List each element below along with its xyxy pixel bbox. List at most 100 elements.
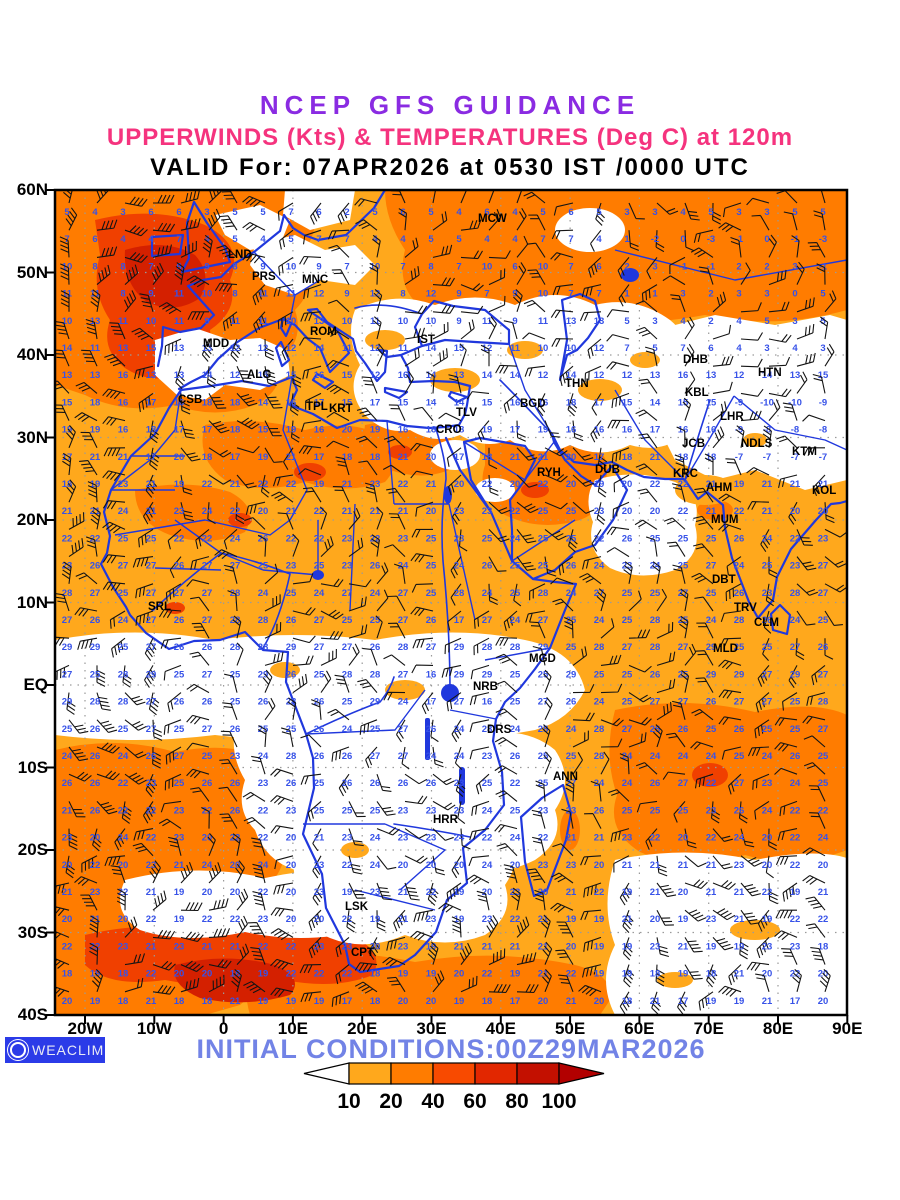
svg-text:6: 6 (512, 261, 517, 272)
svg-text:23: 23 (622, 833, 633, 844)
svg-text:25: 25 (370, 805, 381, 816)
svg-text:26: 26 (90, 751, 101, 762)
svg-text:24: 24 (790, 778, 801, 789)
svg-text:22: 22 (174, 533, 185, 544)
station-label-MUM: MUM (711, 514, 738, 526)
svg-text:16: 16 (314, 425, 325, 436)
svg-text:20: 20 (650, 506, 661, 517)
svg-text:25: 25 (566, 506, 577, 517)
svg-text:23: 23 (762, 941, 773, 952)
svg-text:22: 22 (286, 941, 297, 952)
svg-text:25: 25 (818, 615, 829, 626)
station-label-TRV: TRV (734, 602, 757, 614)
svg-text:21: 21 (762, 506, 773, 517)
svg-text:25: 25 (118, 724, 129, 735)
svg-text:7: 7 (316, 234, 321, 245)
svg-text:19: 19 (258, 969, 269, 980)
svg-text:15: 15 (146, 343, 157, 354)
svg-text:14: 14 (62, 343, 73, 354)
svg-text:29: 29 (370, 697, 381, 708)
svg-text:18: 18 (370, 969, 381, 980)
svg-text:25: 25 (146, 533, 157, 544)
svg-text:23: 23 (622, 561, 633, 572)
shade-speckles (270, 330, 780, 988)
svg-text:5: 5 (540, 207, 546, 218)
svg-text:12: 12 (538, 370, 549, 381)
svg-text:20: 20 (510, 479, 521, 490)
svg-text:23: 23 (482, 914, 493, 925)
svg-text:25: 25 (314, 561, 325, 572)
svg-text:25: 25 (538, 669, 549, 680)
svg-text:20: 20 (62, 914, 73, 925)
svg-text:28: 28 (594, 724, 605, 735)
svg-text:28: 28 (594, 642, 605, 653)
station-label-KRT: KRT (329, 403, 353, 415)
svg-text:25: 25 (734, 751, 745, 762)
svg-text:3: 3 (652, 207, 657, 218)
svg-text:4: 4 (148, 234, 154, 245)
svg-text:20: 20 (426, 996, 437, 1007)
svg-text:26: 26 (62, 778, 73, 789)
svg-text:27: 27 (734, 778, 745, 789)
svg-text:12: 12 (230, 370, 241, 381)
svg-text:19: 19 (622, 887, 633, 898)
svg-text:22: 22 (118, 805, 129, 816)
svg-text:25: 25 (118, 588, 129, 599)
svg-text:21: 21 (90, 914, 101, 925)
svg-text:-1: -1 (679, 261, 688, 272)
svg-text:27: 27 (734, 697, 745, 708)
svg-text:23: 23 (426, 914, 437, 925)
svg-text:12: 12 (230, 343, 241, 354)
svg-text:22: 22 (146, 969, 157, 980)
svg-text:25: 25 (370, 615, 381, 626)
svg-text:10: 10 (426, 316, 437, 327)
svg-text:27: 27 (706, 561, 717, 572)
svg-text:19: 19 (174, 914, 185, 925)
svg-text:29: 29 (62, 697, 73, 708)
svg-text:11: 11 (482, 316, 493, 327)
svg-text:18: 18 (706, 969, 717, 980)
svg-text:22: 22 (258, 479, 269, 490)
lat-label-40S: 40S (17, 1005, 48, 1024)
svg-text:18: 18 (230, 397, 241, 408)
station-label-ALG: ALG (247, 369, 271, 381)
svg-text:20: 20 (118, 914, 129, 925)
svg-text:25: 25 (762, 642, 773, 653)
svg-text:25: 25 (510, 561, 521, 572)
svg-text:15: 15 (258, 370, 269, 381)
svg-text:17: 17 (146, 397, 157, 408)
svg-text:22: 22 (342, 969, 353, 980)
svg-text:23: 23 (286, 805, 297, 816)
svg-text:20: 20 (398, 996, 409, 1007)
svg-text:27: 27 (398, 615, 409, 626)
svg-text:27: 27 (482, 615, 493, 626)
svg-text:14: 14 (202, 370, 213, 381)
svg-text:27: 27 (538, 615, 549, 626)
svg-text:23: 23 (818, 533, 829, 544)
svg-text:21: 21 (538, 452, 549, 463)
svg-text:17: 17 (510, 996, 521, 1007)
svg-text:19: 19 (482, 425, 493, 436)
svg-text:21: 21 (482, 941, 493, 952)
lat-label-20S: 20S (17, 840, 48, 859)
svg-text:24: 24 (594, 561, 605, 572)
svg-text:13: 13 (594, 316, 605, 327)
svg-text:21: 21 (230, 996, 241, 1007)
svg-text:8: 8 (428, 261, 433, 272)
svg-text:21: 21 (734, 914, 745, 925)
weaclim-logo: WEACLIM (5, 1037, 105, 1063)
svg-text:19: 19 (510, 969, 521, 980)
svg-text:16: 16 (678, 370, 689, 381)
rivers (151, 304, 711, 838)
svg-text:24: 24 (258, 860, 269, 871)
svg-text:24: 24 (510, 615, 521, 626)
svg-text:21: 21 (650, 860, 661, 871)
svg-text:22: 22 (258, 941, 269, 952)
svg-text:24: 24 (762, 751, 773, 762)
svg-text:13: 13 (174, 343, 185, 354)
svg-text:18: 18 (482, 452, 493, 463)
svg-text:5: 5 (428, 207, 434, 218)
svg-text:24: 24 (202, 506, 213, 517)
svg-text:26: 26 (314, 751, 325, 762)
svg-text:4: 4 (484, 234, 490, 245)
